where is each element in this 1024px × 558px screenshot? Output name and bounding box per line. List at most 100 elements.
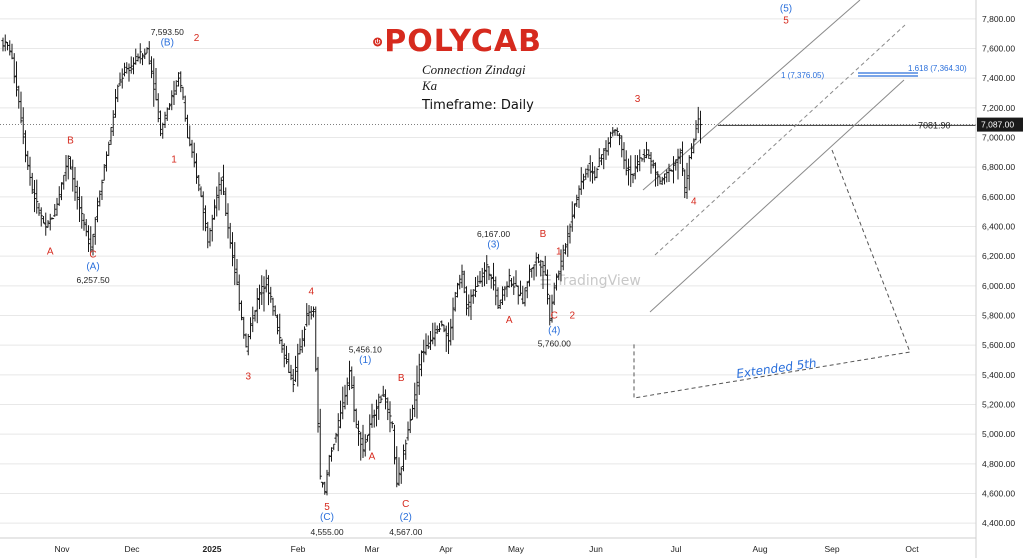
ohlc-bar — [460, 264, 464, 288]
ohlc-bar — [413, 382, 417, 418]
ohlc-bar — [278, 313, 282, 344]
ohlc-bar — [433, 322, 437, 347]
ohlc-bar — [530, 267, 534, 278]
ohlc-bar — [68, 156, 73, 170]
ohlc-bar — [491, 262, 496, 291]
y-tick-label: 7,400.00 — [982, 73, 1015, 83]
ohlc-bar — [660, 176, 664, 185]
ohlc-bar — [163, 111, 167, 129]
wave-label: (C) — [320, 512, 334, 523]
ohlc-bar — [606, 137, 610, 156]
ohlc-bar — [201, 191, 205, 231]
ohlc-bar — [62, 174, 66, 190]
ohlc-bar — [156, 93, 160, 123]
ohlc-bar — [532, 264, 536, 281]
ohlc-bar — [626, 158, 631, 186]
ohlc-bar — [23, 130, 28, 163]
ohlc-bar — [143, 48, 147, 60]
ohlc-bar — [350, 366, 354, 390]
ohlc-bar — [444, 325, 448, 352]
ohlc-bar — [257, 284, 262, 310]
ohlc-bar — [694, 120, 698, 141]
ohlc-bar — [3, 34, 7, 52]
ohlc-bar — [122, 62, 127, 77]
y-axis[interactable]: 4,400.00 4,600.00 4,800.00 5,000.00 5,200.00… — [975, 0, 1023, 558]
ohlc-bar — [260, 275, 264, 305]
ohlc-bar — [100, 179, 104, 201]
ohlc-bar — [203, 205, 208, 232]
ohlc-bar — [134, 48, 138, 65]
ohlc-bar — [473, 277, 478, 298]
ohlc-bar — [584, 168, 588, 180]
ohlc-bar — [455, 282, 460, 298]
ohlc-bar — [302, 326, 307, 347]
ohlc-bar — [399, 466, 403, 484]
ohlc-bar — [640, 157, 644, 162]
ohlc-bar — [284, 345, 289, 365]
ohlc-bar — [82, 213, 86, 231]
ohlc-bar — [116, 84, 120, 103]
watermark: ☰ TradingView — [539, 273, 641, 289]
ohlc-bar — [426, 335, 430, 350]
y-tick-label: 5,400.00 — [982, 370, 1015, 380]
ohlc-bar — [194, 153, 199, 184]
wave-label: (4) — [548, 325, 560, 336]
ohlc-bar — [449, 318, 453, 346]
channel-mid — [654, 24, 906, 256]
wave-label: 1 — [171, 155, 177, 166]
ohlc-bar — [563, 243, 568, 255]
ohlc-bar — [314, 306, 318, 372]
ohlc-bar — [93, 217, 97, 245]
ohlc-bar — [647, 149, 651, 159]
ohlc-bar — [478, 271, 482, 284]
x-tick-label: 2025 — [203, 544, 222, 554]
wave-label: 7,593.50 — [151, 27, 184, 37]
ohlc-bar — [550, 294, 554, 323]
ohlc-bar — [320, 481, 325, 488]
ohlc-bar — [179, 71, 183, 93]
ohlc-bar — [368, 414, 372, 451]
ohlc-bar — [244, 333, 248, 348]
ohlc-bar — [356, 420, 361, 446]
ohlc-bar — [309, 306, 313, 320]
ohlc-bar — [377, 393, 381, 420]
ohlc-bar — [361, 424, 365, 458]
ohlc-bar — [671, 156, 676, 184]
ohlc-bar — [264, 269, 268, 293]
ohlc-bar — [557, 270, 561, 281]
x-tick-label: Nov — [54, 544, 70, 554]
ohlc-bar — [212, 199, 217, 220]
ohlc-bar — [80, 196, 84, 229]
ohlc-bar — [487, 266, 491, 281]
ohlc-bar — [566, 225, 570, 257]
ohlc-bar — [514, 270, 518, 287]
ohlc-bar — [552, 282, 556, 306]
ohlc-bar — [197, 174, 201, 192]
wave-label: 5 — [783, 15, 789, 26]
ohlc-bar — [388, 401, 392, 433]
ohlc-bar — [32, 179, 37, 213]
wave-label: B — [398, 373, 405, 384]
ohlc-bar — [561, 244, 565, 271]
ohlc-bar — [500, 286, 505, 305]
ohlc-bar — [251, 306, 255, 333]
ohlc-bar — [509, 278, 514, 288]
ohlc-bar — [8, 40, 12, 56]
ohlc-bar — [359, 431, 363, 461]
ohlc-bar — [570, 201, 574, 232]
ohlc-bar — [482, 262, 487, 287]
ohlc-bar — [289, 364, 293, 381]
x-tick-label: Apr — [439, 544, 452, 554]
ohlc-bar — [458, 274, 462, 290]
ohlc-bar — [86, 225, 91, 252]
ohlc-bar — [334, 432, 338, 443]
wave-label: 4 — [691, 196, 697, 207]
ohlc-bar — [354, 408, 358, 429]
ohlc-bar — [158, 110, 163, 137]
ohlc-bar — [239, 300, 244, 321]
ohlc-bar — [147, 41, 151, 65]
y-tick-label: 7,600.00 — [982, 44, 1015, 54]
ohlc-bar — [674, 159, 678, 171]
x-axis[interactable]: Nov Dec 2025 Feb Mar Apr May Jun Jul Aug Sep Oct — [0, 537, 976, 554]
